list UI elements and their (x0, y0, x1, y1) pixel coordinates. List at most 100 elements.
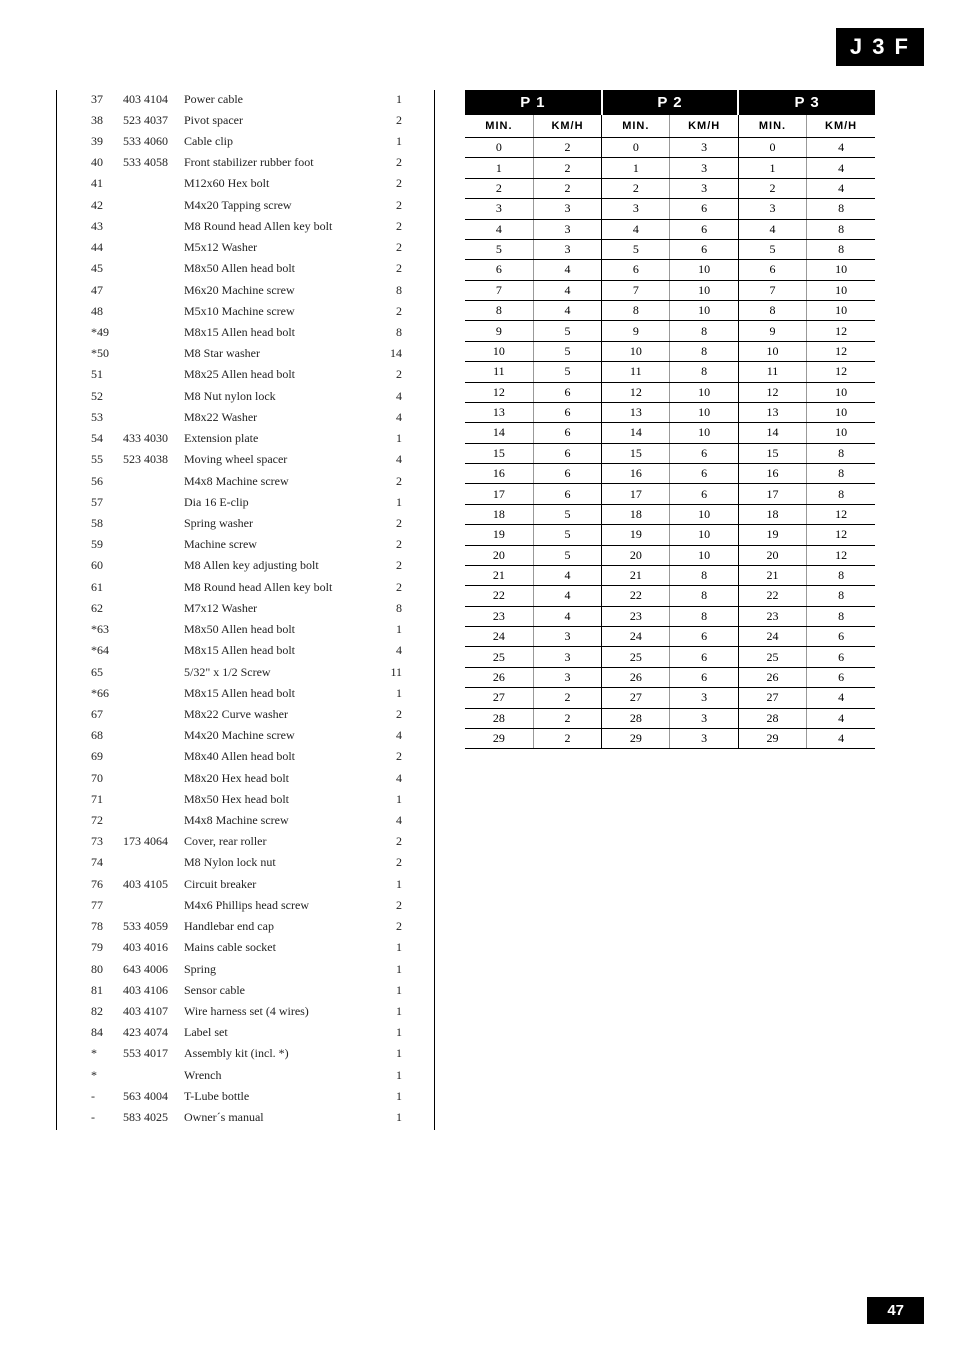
p2-kmh: 10 (670, 525, 738, 545)
p1-header: P 1 (465, 90, 602, 115)
part-qty: 8 (384, 599, 406, 620)
part-num: 67 (87, 705, 119, 726)
part-desc: M8x15 Allen head bolt (180, 642, 384, 663)
p3-kmh: 4 (807, 688, 875, 708)
p1-kmh: 5 (533, 525, 601, 545)
col-kmh: KM/H (807, 115, 875, 138)
speed-row: 535658 (465, 239, 875, 259)
part-qty: 8 (384, 323, 406, 344)
p2-min: 17 (602, 484, 670, 504)
p3-min: 9 (738, 321, 806, 341)
p1-kmh: 2 (533, 708, 601, 728)
p2-kmh: 3 (670, 728, 738, 748)
p3-kmh: 12 (807, 504, 875, 524)
part-qty: 1 (384, 981, 406, 1002)
p3-min: 21 (738, 565, 806, 585)
p1-min: 28 (465, 708, 533, 728)
p2-kmh: 10 (670, 260, 738, 280)
col-kmh: KM/H (533, 115, 601, 138)
part-code: 583 4025 (119, 1109, 180, 1131)
parts-row: 59 Machine screw2 (87, 536, 406, 557)
part-desc: Assembly kit (incl. *) (180, 1045, 384, 1066)
p3-min: 22 (738, 586, 806, 606)
part-num: 38 (87, 111, 119, 132)
speed-row: 64610610 (465, 260, 875, 280)
part-desc: M8x40 Allen head bolt (180, 748, 384, 769)
part-desc: Moving wheel spacer (180, 451, 384, 472)
p1-kmh: 2 (533, 158, 601, 178)
speed-row: 263266266 (465, 667, 875, 687)
p1-min: 17 (465, 484, 533, 504)
p3-kmh: 10 (807, 280, 875, 300)
part-num: 51 (87, 366, 119, 387)
part-code (119, 727, 180, 748)
part-code (119, 260, 180, 281)
parts-row: *66M8x15 Allen head bolt1 (87, 684, 406, 705)
p3-min: 29 (738, 728, 806, 748)
part-num: 62 (87, 599, 119, 620)
page-number: 47 (867, 1297, 924, 1324)
parts-row: 74M8 Nylon lock nut2 (87, 854, 406, 875)
parts-row: 43M8 Round head Allen key bolt2 (87, 217, 406, 238)
part-num: 56 (87, 472, 119, 493)
part-code (119, 557, 180, 578)
part-code: 533 4060 (119, 132, 180, 153)
p2-min: 10 (602, 341, 670, 361)
p3-kmh: 8 (807, 199, 875, 219)
p2-min: 27 (602, 688, 670, 708)
p2-min: 26 (602, 667, 670, 687)
part-num: *66 (87, 684, 119, 705)
part-code (119, 323, 180, 344)
parts-row: 655/32" x 1/2 Screw11 (87, 663, 406, 684)
speed-row: 9598912 (465, 321, 875, 341)
speed-row: 166166168 (465, 464, 875, 484)
speed-row: 292293294 (465, 728, 875, 748)
p2-min: 15 (602, 443, 670, 463)
p1-min: 23 (465, 606, 533, 626)
part-qty: 4 (384, 811, 406, 832)
p3-min: 13 (738, 402, 806, 422)
part-desc: Cable clip (180, 132, 384, 153)
p3-kmh: 12 (807, 362, 875, 382)
part-desc: M4x20 Machine screw (180, 727, 384, 748)
p2-min: 5 (602, 239, 670, 259)
part-num: 71 (87, 790, 119, 811)
p2-kmh: 8 (670, 362, 738, 382)
part-qty: 1 (384, 1109, 406, 1131)
speed-row: 222324 (465, 178, 875, 198)
parts-row: 55523 4038Moving wheel spacer4 (87, 451, 406, 472)
part-code: 433 4030 (119, 430, 180, 451)
part-code: 403 4106 (119, 981, 180, 1002)
parts-row: *553 4017 Assembly kit (incl. *)1 (87, 1045, 406, 1066)
p1-min: 12 (465, 382, 533, 402)
part-desc: M8x20 Hex head bolt (180, 769, 384, 790)
p2-min: 21 (602, 565, 670, 585)
p1-kmh: 4 (533, 280, 601, 300)
part-qty: 2 (384, 196, 406, 217)
part-code: 533 4058 (119, 154, 180, 175)
p2-kmh: 6 (670, 443, 738, 463)
part-desc: M8x25 Allen head bolt (180, 366, 384, 387)
parts-row: 47M6x20 Machine screw8 (87, 281, 406, 302)
p3-kmh: 4 (807, 158, 875, 178)
part-num: 69 (87, 748, 119, 769)
p3-min: 28 (738, 708, 806, 728)
part-qty: 2 (384, 557, 406, 578)
part-code: 403 4104 (119, 90, 180, 111)
p1-kmh: 3 (533, 239, 601, 259)
p2-min: 8 (602, 301, 670, 321)
p2-kmh: 8 (670, 321, 738, 341)
p2-kmh: 10 (670, 402, 738, 422)
p2-kmh: 3 (670, 158, 738, 178)
col-min: MIN. (738, 115, 806, 138)
part-desc: M8x22 Curve washer (180, 705, 384, 726)
part-code (119, 748, 180, 769)
p3-min: 3 (738, 199, 806, 219)
parts-row: *63M8x50 Allen head bolt1 (87, 620, 406, 641)
part-code: 523 4037 (119, 111, 180, 132)
part-code (119, 811, 180, 832)
p3-kmh: 8 (807, 239, 875, 259)
p3-kmh: 6 (807, 627, 875, 647)
p1-kmh: 6 (533, 484, 601, 504)
parts-row: *64M8x15 Allen head bolt4 (87, 642, 406, 663)
